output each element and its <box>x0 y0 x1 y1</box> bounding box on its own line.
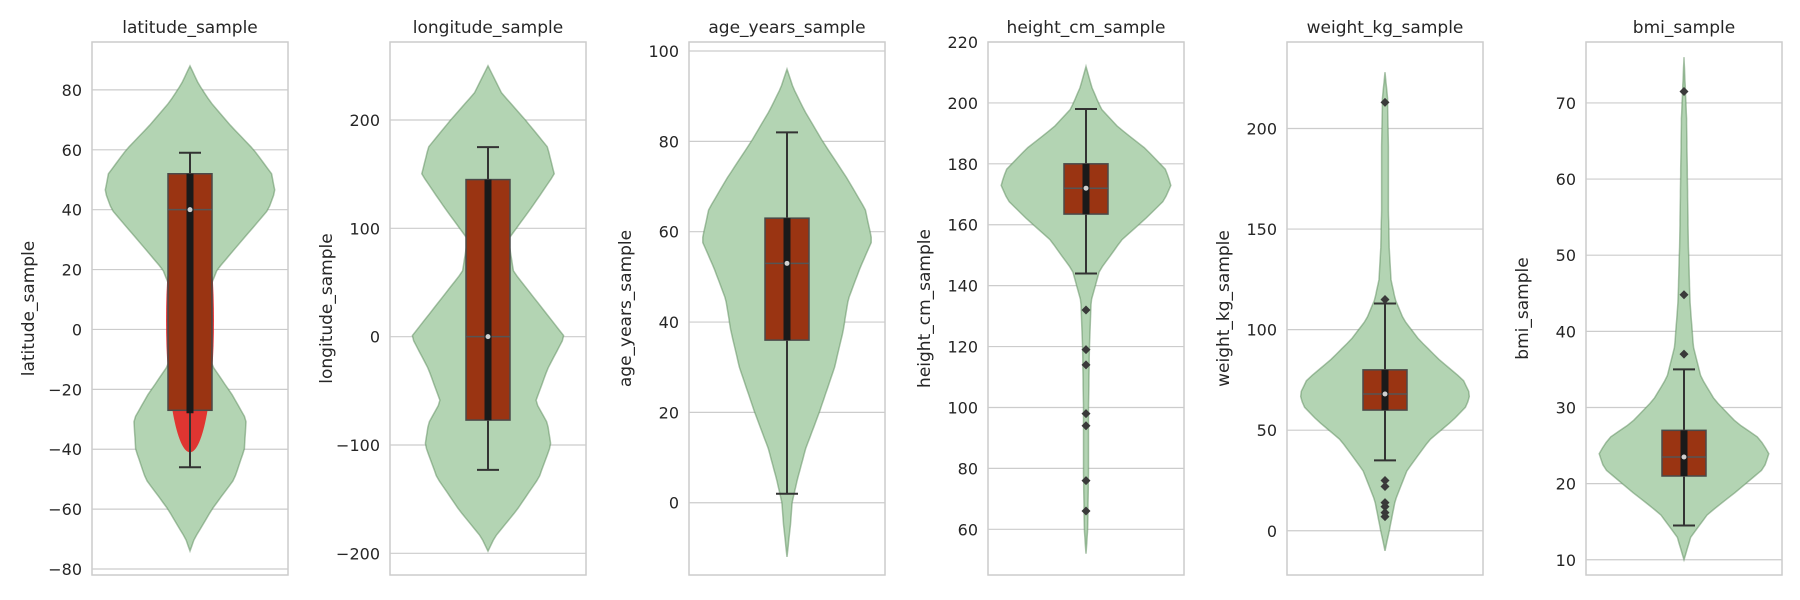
y-tick-label: 100 <box>1246 321 1277 340</box>
plot-frame <box>688 41 886 576</box>
outlier-point <box>1081 360 1091 370</box>
panel-title: height_cm_sample <box>1007 18 1166 38</box>
inner-median-dot <box>485 334 491 340</box>
panel-title: bmi_sample <box>1633 18 1735 38</box>
y-tick-label: 200 <box>947 94 978 113</box>
panel-weight_kg_sample: 0 50 100 150 200 weight_kg_sample weight_kg_sa… <box>1214 18 1484 576</box>
panel-title: latitude_sample <box>122 18 258 38</box>
panel-bmi_sample: 10 20 30 40 50 60 70 bmi_sample bmi_sample <box>1513 18 1783 576</box>
outlier-point <box>1380 294 1390 304</box>
y-tick-label: 20 <box>659 403 679 422</box>
y-tick-label: 40 <box>62 201 82 220</box>
outlier-point <box>1081 506 1091 516</box>
outlier-point <box>1380 512 1390 522</box>
y-tick-label: 80 <box>958 459 978 478</box>
inner-median-dot <box>187 207 193 213</box>
y-tick-label: 60 <box>62 141 82 160</box>
outlier-point <box>1081 421 1091 431</box>
y-tick-label: 120 <box>947 338 978 357</box>
y-tick-label: 200 <box>1246 119 1277 138</box>
y-axis-label: longitude_sample <box>317 233 337 383</box>
outlier-point <box>1380 97 1390 107</box>
y-tick-label: 0 <box>1267 522 1277 541</box>
y-tick-label: −60 <box>48 500 82 519</box>
y-tick-label: −80 <box>48 560 82 579</box>
y-tick-label: 20 <box>62 261 82 280</box>
y-axis-label: age_years_sample <box>616 230 636 387</box>
y-tick-label: −200 <box>336 544 380 563</box>
outlier-point <box>1081 345 1091 355</box>
y-tick-label: 40 <box>659 313 679 332</box>
y-tick-label: 0 <box>669 494 679 513</box>
y-tick-label: 80 <box>62 81 82 100</box>
y-tick-label: 100 <box>349 219 380 238</box>
y-tick-label: −20 <box>48 380 82 399</box>
panel-height_cm_sample: 60 80 100 120 140 160 180 200 220 height_cm_sampl… <box>915 18 1185 576</box>
y-tick-label: 220 <box>947 33 978 52</box>
y-tick-label: 150 <box>1246 220 1277 239</box>
y-axis-label: bmi_sample <box>1513 257 1533 359</box>
y-tick-label: 10 <box>1556 551 1576 570</box>
y-tick-label: 100 <box>648 42 679 61</box>
y-tick-label: 60 <box>659 223 679 242</box>
plot-frame <box>389 41 587 576</box>
y-tick-label: 80 <box>659 132 679 151</box>
outlier-point <box>1081 409 1091 419</box>
panel-title: weight_kg_sample <box>1307 18 1464 38</box>
y-axis-label: weight_kg_sample <box>1214 230 1234 387</box>
y-tick-label: 60 <box>958 520 978 539</box>
y-tick-label: 70 <box>1556 94 1576 113</box>
y-tick-label: 180 <box>947 155 978 174</box>
inner-median-dot <box>784 260 790 266</box>
y-tick-label: 20 <box>1556 475 1576 494</box>
violin-shape <box>1598 57 1770 563</box>
y-tick-label: 50 <box>1257 421 1277 440</box>
inner-median-dot <box>1083 185 1089 191</box>
outlier-point <box>1380 482 1390 492</box>
y-tick-label: 100 <box>947 398 978 417</box>
panel-longitude_sample: −200 −100 0 100 200 longitude_sample longitude… <box>317 18 587 576</box>
panel-age_years_sample: 0 20 40 60 80 100 age_years_sample age_years_sa… <box>616 18 886 576</box>
y-tick-label: 160 <box>947 216 978 235</box>
y-tick-label: 60 <box>1556 170 1576 189</box>
plot-frame <box>987 41 1185 576</box>
plot-frame <box>91 41 289 576</box>
plot-frame <box>1585 41 1783 576</box>
y-tick-label: 50 <box>1556 246 1576 265</box>
plot-frame <box>1286 41 1484 576</box>
outlier-point <box>1679 349 1689 359</box>
outlier-point <box>1679 86 1689 96</box>
y-tick-label: −100 <box>336 436 380 455</box>
y-tick-label: 140 <box>947 277 978 296</box>
outlier-point <box>1380 502 1390 512</box>
y-axis-label: latitude_sample <box>19 241 39 377</box>
outlier-point <box>1679 290 1689 300</box>
panel-title: longitude_sample <box>413 18 563 38</box>
y-tick-label: 200 <box>349 111 380 130</box>
panel-title: age_years_sample <box>708 18 865 38</box>
outlier-point <box>1081 476 1091 486</box>
y-tick-label: 0 <box>72 320 82 339</box>
y-tick-label: 40 <box>1556 322 1576 341</box>
y-tick-label: 0 <box>370 328 380 347</box>
y-tick-label: −40 <box>48 440 82 459</box>
y-axis-label: height_cm_sample <box>915 229 935 388</box>
panel-latitude_sample: −80−60−40−20020406080latitude_samplelati… <box>19 18 289 579</box>
y-tick-label: 30 <box>1556 398 1576 417</box>
outlier-point <box>1380 475 1390 485</box>
inner-median-dot <box>1681 454 1687 460</box>
outlier-point <box>1081 305 1091 315</box>
inner-median-dot <box>1382 391 1388 397</box>
